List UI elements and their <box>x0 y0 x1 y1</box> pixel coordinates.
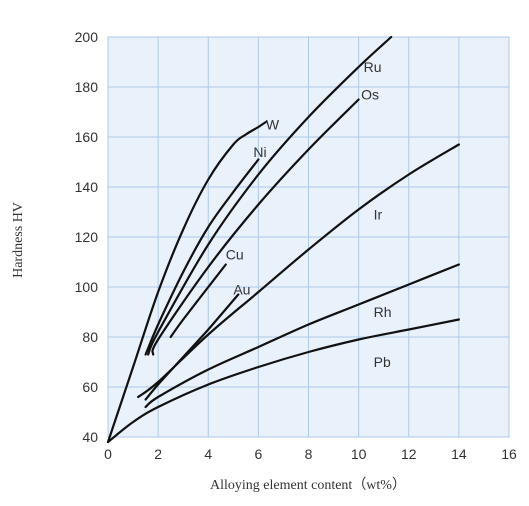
series-label-ir: Ir <box>374 207 383 223</box>
x-tick-label: 8 <box>305 446 313 462</box>
series-line-os <box>151 98 360 356</box>
x-tick-label: 6 <box>254 446 262 462</box>
x-tick-label: 4 <box>204 446 212 462</box>
y-tick-label: 140 <box>75 179 99 195</box>
series-label-os: Os <box>361 87 379 103</box>
series-label-cu: Cu <box>226 247 244 263</box>
series-label-pb: Pb <box>374 354 391 370</box>
y-tick-label: 160 <box>75 129 99 145</box>
series-labels: WNi Ru Os Cu Au Ir Rh Pb <box>226 59 392 370</box>
y-tick-label: 180 <box>75 79 99 95</box>
x-tick-label: 10 <box>351 446 367 462</box>
series-label-au: Au <box>233 282 250 298</box>
series-line-w <box>106 120 267 444</box>
y-tick-label: 80 <box>82 329 98 345</box>
series-label-w: W <box>266 117 280 133</box>
data-series <box>106 35 460 444</box>
x-tick-label: 14 <box>451 446 467 462</box>
series-line-rh <box>144 263 460 409</box>
y-axis-ticks: 40 60 80 100 120 140 160 180 200 <box>75 29 99 445</box>
x-tick-label: 12 <box>401 446 417 462</box>
x-tick-label: 2 <box>154 446 162 462</box>
series-label-rh: Rh <box>374 304 392 320</box>
x-tick-label: 16 <box>501 446 517 462</box>
x-tick-label: 0 <box>104 446 112 462</box>
series-line-ir <box>137 143 460 399</box>
series-label-ni: Ni <box>253 144 266 160</box>
y-tick-label: 60 <box>82 379 98 395</box>
series-label-ru: Ru <box>364 59 382 75</box>
grid-lines <box>107 36 510 438</box>
y-tick-label: 200 <box>75 29 99 45</box>
series-line-ni <box>144 158 260 356</box>
x-axis-ticks: 0 2 4 6 8 10 12 14 16 <box>104 446 517 462</box>
series-line-pb <box>106 318 460 444</box>
y-tick-label: 120 <box>75 229 99 245</box>
series-line-ru <box>147 35 393 356</box>
x-axis-label: Alloying element content（wt%） <box>210 477 406 493</box>
y-axis-label: Hardness HV <box>11 202 26 278</box>
series-line-cu <box>169 263 227 339</box>
y-tick-label: 100 <box>75 279 99 295</box>
y-tick-label: 40 <box>82 429 98 445</box>
